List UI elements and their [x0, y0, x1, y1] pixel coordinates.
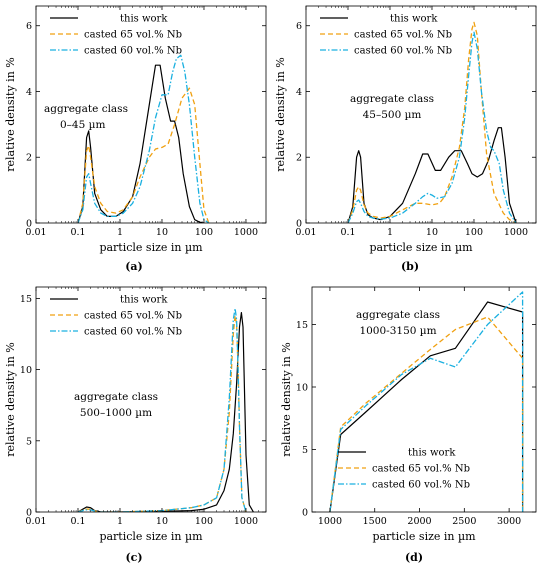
aggregate-class-annotation: 45–500 µm	[363, 109, 422, 121]
x-tick-label: 100	[465, 227, 483, 238]
x-tick-label: 100	[195, 516, 213, 527]
x-tick-label: 0.01	[295, 227, 316, 238]
x-axis-label: particle size in µm	[369, 241, 473, 254]
panel-1: 0.01 0.1 1 10 100 1000 0 2 4 6 particle size in µm…	[4, 5, 267, 273]
x-tick-label: 2000	[407, 516, 431, 527]
legend-label: this work	[408, 448, 456, 459]
y-tick-label: 10	[296, 383, 308, 394]
y-tick-label: 2	[296, 153, 302, 164]
panel-label: (b)	[401, 260, 419, 273]
legend-label: casted 65 vol.% Nb	[372, 464, 470, 475]
panel-4: 1000 1500 2000 2500 3000 0 5 10 15 particle size …	[280, 286, 537, 564]
y-tick-label: 0	[26, 508, 32, 519]
x-tick-label: 0.1	[70, 227, 85, 238]
axes-frame	[35, 5, 267, 224]
series-line-1	[77, 64, 205, 223]
x-tick-label: 2500	[452, 516, 476, 527]
aggregate-class-annotation: aggregate class	[356, 309, 440, 321]
x-tick-label: 3000	[497, 516, 521, 527]
y-tick-label: 2	[26, 153, 32, 164]
x-tick-label: 1000	[504, 227, 528, 238]
legend: this work casted 65 vol.% Nb casted 60 vol…	[338, 448, 470, 491]
series-line-2	[77, 314, 247, 512]
series-line-3	[329, 291, 524, 512]
y-tick-label: 5	[302, 445, 308, 456]
panel-label: (c)	[125, 551, 142, 564]
legend-label: casted 60 vol.% Nb	[84, 46, 182, 57]
y-axis-label: relative density in %	[4, 342, 17, 457]
series-line-1	[77, 312, 254, 512]
series-line-1	[329, 301, 524, 512]
x-tick-label: 1	[387, 227, 393, 238]
panel-label: (d)	[405, 551, 423, 564]
aggregate-class-annotation: 0–45 µm	[60, 119, 105, 131]
series-line-3	[77, 307, 247, 512]
legend-label: casted 60 vol.% Nb	[84, 327, 182, 338]
y-tick-label: 6	[296, 21, 302, 32]
x-tick-label: 1000	[318, 516, 342, 527]
x-tick-label: 0.1	[340, 227, 355, 238]
aggregate-class-annotation: aggregate class	[350, 93, 434, 105]
legend-label: this work	[120, 295, 168, 306]
x-tick-label: 10	[156, 516, 168, 527]
series-line-1	[347, 127, 517, 223]
x-tick-label: 1	[117, 516, 123, 527]
aggregate-class-annotation: aggregate class	[44, 103, 128, 115]
x-tick-label: 10	[426, 227, 438, 238]
y-tick-label: 6	[26, 21, 32, 32]
legend-label: casted 60 vol.% Nb	[354, 46, 452, 57]
series-line-3	[77, 54, 210, 223]
aggregate-class-annotation: 500–1000 µm	[80, 407, 152, 419]
x-tick-label: 0.1	[70, 516, 85, 527]
panel-label: (a)	[125, 260, 143, 273]
axes-frame	[35, 286, 267, 513]
y-axis-label: relative density in %	[4, 57, 17, 172]
legend: this work casted 65 vol.% Nb casted 60 vol…	[50, 295, 182, 338]
x-axis-label: particle size in µm	[99, 530, 203, 543]
series-line-2	[329, 316, 524, 512]
legend: this work casted 65 vol.% Nb casted 60 vol…	[50, 14, 182, 57]
axes-frame	[305, 5, 537, 224]
x-axis-label: particle size in µm	[372, 530, 476, 543]
series-line-3	[347, 31, 517, 223]
series-line-2	[347, 21, 517, 223]
panel-3: 0.01 0.1 1 10 100 1000 0 5 10 15 particle size in …	[4, 286, 267, 564]
x-tick-label: 1000	[234, 227, 258, 238]
y-tick-label: 5	[26, 436, 32, 447]
x-tick-label: 1	[117, 227, 123, 238]
x-tick-label: 1500	[363, 516, 387, 527]
x-tick-label: 1000	[234, 516, 258, 527]
y-tick-label: 10	[20, 365, 32, 376]
legend-label: casted 65 vol.% Nb	[84, 30, 182, 41]
y-axis-label: relative density in %	[280, 342, 293, 457]
x-tick-label: 0.01	[25, 227, 46, 238]
y-axis-label: relative density in %	[274, 57, 287, 172]
series-line-2	[77, 87, 210, 223]
x-tick-label: 100	[195, 227, 213, 238]
y-tick-label: 4	[26, 87, 32, 98]
axes-frame	[311, 286, 537, 513]
legend-label: casted 60 vol.% Nb	[372, 480, 470, 491]
y-tick-label: 15	[20, 294, 32, 305]
y-tick-label: 0	[296, 219, 302, 230]
y-tick-label: 0	[302, 508, 308, 519]
legend: this work casted 65 vol.% Nb casted 60 vol…	[320, 14, 452, 57]
legend-label: casted 65 vol.% Nb	[354, 30, 452, 41]
legend-label: this work	[120, 14, 168, 25]
y-tick-label: 4	[296, 87, 302, 98]
y-tick-label: 15	[296, 320, 308, 331]
legend-label: casted 65 vol.% Nb	[84, 311, 182, 322]
x-tick-label: 10	[156, 227, 168, 238]
panel-2: 0.01 0.1 1 10 100 1000 0 2 4 6 particle size in µm…	[274, 5, 537, 273]
aggregate-class-annotation: aggregate class	[74, 391, 158, 403]
x-tick-label: 0.01	[25, 516, 46, 527]
legend-label: this work	[390, 14, 438, 25]
x-axis-label: particle size in µm	[99, 241, 203, 254]
aggregate-class-annotation: 1000-3150 µm	[359, 325, 436, 337]
y-tick-label: 0	[26, 219, 32, 230]
